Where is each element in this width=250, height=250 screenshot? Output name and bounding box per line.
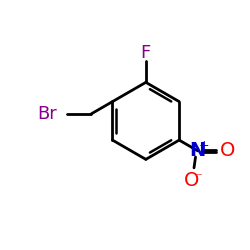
Text: Br: Br — [38, 105, 57, 123]
Text: O: O — [184, 172, 200, 190]
Text: F: F — [141, 44, 151, 62]
Text: +: + — [199, 139, 209, 152]
Text: O: O — [220, 142, 235, 161]
Text: ⁻: ⁻ — [195, 171, 202, 184]
Text: N: N — [190, 142, 206, 161]
